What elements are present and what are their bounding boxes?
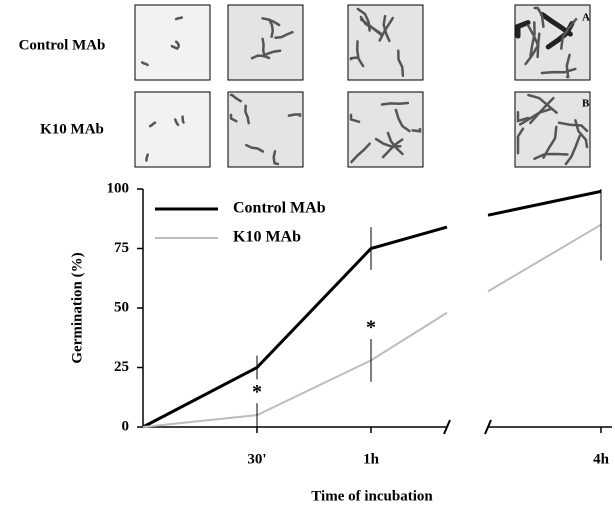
hypha bbox=[250, 54, 271, 60]
x-tick-label: 4h bbox=[593, 451, 610, 467]
panel-label: B bbox=[582, 98, 590, 110]
hypha bbox=[565, 53, 571, 79]
y-tick-label: 50 bbox=[114, 299, 129, 315]
hypha bbox=[349, 56, 358, 61]
hypha bbox=[229, 113, 238, 123]
hypha bbox=[272, 150, 280, 166]
series-line bbox=[142, 311, 448, 428]
x-tick-label: 1h bbox=[363, 451, 380, 467]
hypha bbox=[174, 118, 180, 127]
y-tick-label: 100 bbox=[107, 180, 130, 196]
hypha bbox=[518, 107, 552, 126]
series-line bbox=[142, 225, 448, 429]
hypha bbox=[350, 142, 371, 164]
hypha bbox=[268, 18, 275, 38]
series-line bbox=[487, 189, 602, 217]
hypha bbox=[140, 61, 149, 67]
axis-break bbox=[443, 419, 451, 435]
hypha bbox=[229, 93, 243, 103]
x-tick-label: 30' bbox=[247, 451, 266, 467]
hypha bbox=[261, 37, 267, 58]
hypha bbox=[560, 17, 578, 50]
hypha bbox=[516, 111, 530, 123]
hypha bbox=[527, 93, 558, 114]
significance-mark: * bbox=[366, 317, 376, 339]
micrograph bbox=[227, 4, 304, 81]
legend-label: K10 MAb bbox=[233, 229, 301, 246]
hypha bbox=[564, 134, 581, 166]
hypha bbox=[529, 21, 536, 58]
hypha bbox=[515, 20, 531, 39]
y-tick-label: 25 bbox=[114, 359, 129, 375]
hypha bbox=[274, 30, 294, 40]
micrograph bbox=[227, 91, 304, 168]
row-label: K10 MAb bbox=[40, 121, 104, 137]
hypha bbox=[533, 6, 545, 28]
hypha bbox=[287, 113, 302, 118]
y-axis-title: Germination (%) bbox=[69, 252, 85, 363]
hypha bbox=[261, 17, 281, 27]
hypha bbox=[374, 137, 402, 148]
hypha bbox=[174, 16, 184, 21]
hypha bbox=[245, 143, 265, 153]
hypha bbox=[355, 40, 365, 68]
hypha bbox=[540, 67, 577, 75]
hypha bbox=[524, 32, 541, 66]
hypha bbox=[533, 152, 569, 161]
hypha bbox=[397, 49, 405, 78]
series-line bbox=[487, 223, 602, 293]
hypha bbox=[170, 44, 179, 50]
hypha bbox=[529, 96, 555, 125]
hypha bbox=[148, 121, 157, 128]
hypha bbox=[394, 108, 411, 133]
y-tick-label: 75 bbox=[114, 240, 129, 256]
hypha bbox=[349, 113, 361, 124]
hypha bbox=[261, 49, 282, 58]
hypha bbox=[181, 115, 185, 124]
hypha bbox=[145, 153, 149, 162]
significance-mark: * bbox=[252, 381, 262, 403]
hypha bbox=[526, 24, 540, 59]
y-tick-label: 0 bbox=[122, 418, 130, 434]
hypha bbox=[411, 127, 422, 133]
hypha bbox=[378, 16, 395, 42]
hypha bbox=[174, 40, 180, 48]
micrograph bbox=[134, 4, 211, 81]
hypha bbox=[542, 125, 558, 159]
hypha bbox=[516, 127, 525, 155]
hypha bbox=[386, 131, 404, 156]
hypha bbox=[380, 101, 410, 106]
hypha bbox=[244, 104, 250, 125]
hypha bbox=[359, 18, 384, 37]
hypha bbox=[574, 119, 589, 149]
row-label: Control MAb bbox=[19, 37, 106, 53]
panel-label: A bbox=[582, 12, 590, 24]
axis-break bbox=[484, 419, 492, 435]
x-axis-title: Time of incubation bbox=[311, 488, 433, 504]
legend-label: Control MAb bbox=[233, 200, 326, 217]
